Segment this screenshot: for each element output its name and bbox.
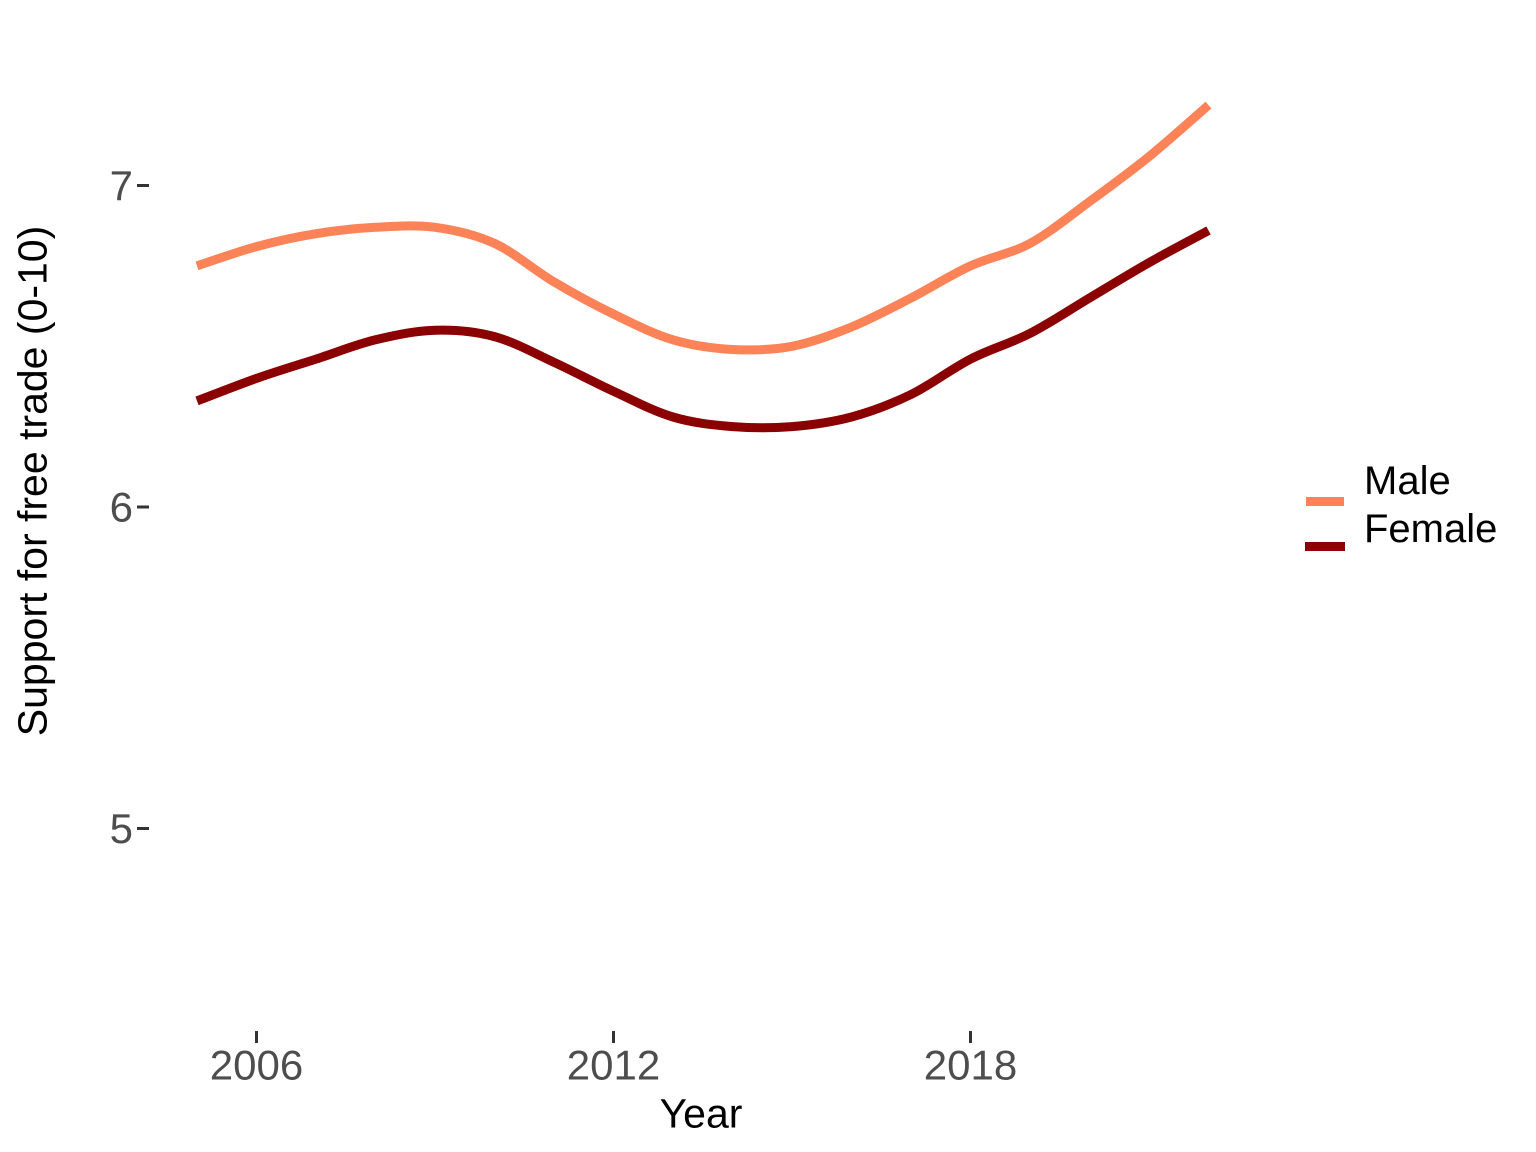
y-axis-title: Support for free trade (0-10) xyxy=(9,226,55,736)
series-line-male xyxy=(195,101,1212,355)
y-tick-label: 5 xyxy=(110,805,133,852)
legend-key-female-line xyxy=(1305,542,1345,551)
x-axis-title: Year xyxy=(660,1090,743,1136)
series-line-female xyxy=(195,226,1211,433)
series-lines xyxy=(195,101,1212,433)
legend-label-female: Female xyxy=(1364,507,1497,551)
y-tick-label: 6 xyxy=(110,484,133,531)
y-axis: 5 6 7 xyxy=(110,162,149,852)
x-tick-label: 2012 xyxy=(567,1042,660,1089)
x-tick-label: 2018 xyxy=(924,1042,1017,1089)
x-tick-label: 2006 xyxy=(210,1042,303,1089)
y-tick-label: 7 xyxy=(110,162,133,209)
legend: Male Female xyxy=(1305,459,1497,551)
x-axis: 2006 2012 2018 xyxy=(210,1031,1017,1089)
legend-label-male: Male xyxy=(1364,459,1451,503)
legend-key-male-line xyxy=(1306,497,1344,506)
